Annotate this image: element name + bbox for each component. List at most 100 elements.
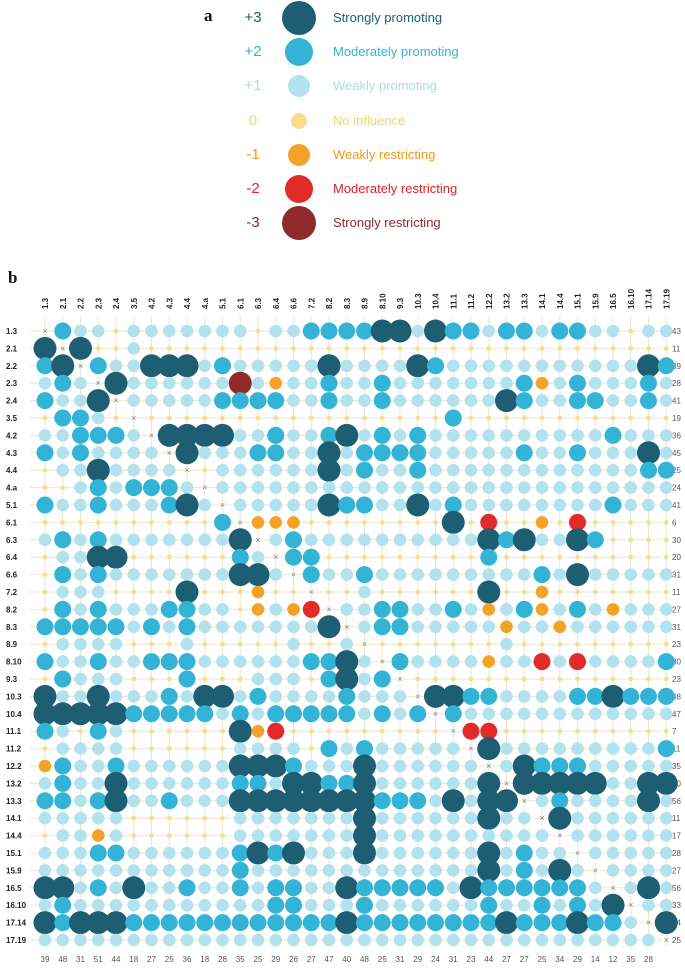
matrix-cell <box>500 359 513 373</box>
matrix-cell <box>125 914 143 932</box>
matrix-cell <box>113 520 119 525</box>
matrix-cell <box>500 690 513 703</box>
matrix-cell <box>104 789 128 813</box>
matrix-cell <box>251 933 265 947</box>
matrix-cell <box>397 728 403 734</box>
matrix-cell <box>391 600 409 618</box>
matrix-cell <box>604 914 622 932</box>
matrix-cell <box>606 376 620 390</box>
matrix-cell <box>500 933 513 947</box>
matrix-cell <box>373 426 391 444</box>
matrix-cell <box>588 742 602 755</box>
matrix-cell <box>642 829 655 842</box>
matrix-cell <box>56 933 70 947</box>
matrix-cell <box>553 446 567 460</box>
matrix-cell <box>640 687 657 705</box>
matrix-cell <box>539 728 545 734</box>
matrix-cell <box>391 444 409 462</box>
row-total: 20 <box>672 553 681 562</box>
matrix-cell <box>450 641 456 647</box>
matrix-cell <box>143 653 160 671</box>
matrix-cell <box>482 359 496 373</box>
matrix-cell <box>500 620 513 634</box>
matrix-cell <box>69 702 92 726</box>
matrix-cell <box>553 533 567 547</box>
matrix-cell <box>498 322 515 340</box>
matrix-cell <box>285 757 302 775</box>
matrix-cell <box>127 794 141 808</box>
matrix-cell <box>145 881 158 895</box>
matrix-cell <box>533 914 551 932</box>
matrix-cell <box>659 603 673 616</box>
matrix-cell <box>375 898 389 912</box>
matrix-cell <box>663 676 669 682</box>
matrix-cell <box>588 829 602 842</box>
matrix-cell <box>553 376 567 390</box>
matrix-cell <box>504 520 509 525</box>
row-label: 7.2 <box>6 588 18 597</box>
matrix-cell <box>42 485 48 490</box>
matrix-cell <box>375 811 389 825</box>
row-label: 6.1 <box>6 518 18 527</box>
matrix-cell <box>180 376 194 390</box>
matrix-cell <box>344 554 350 560</box>
matrix-cell <box>340 376 354 390</box>
matrix-cell <box>533 757 551 775</box>
matrix-cell <box>659 707 673 721</box>
matrix-cell <box>464 498 478 512</box>
matrix-cell <box>571 864 584 877</box>
matrix-cell <box>393 498 407 512</box>
matrix-cell <box>588 794 602 808</box>
matrix-cell <box>251 620 265 634</box>
matrix-cell <box>340 603 354 616</box>
matrix-cell <box>220 815 225 821</box>
matrix-cell <box>267 392 285 410</box>
matrix-cell <box>657 653 675 671</box>
matrix-cell <box>659 498 673 512</box>
matrix-cell <box>269 498 283 512</box>
diagonal-mark: × <box>60 343 65 353</box>
row-label: 3.5 <box>6 414 18 423</box>
matrix-cell <box>393 777 407 790</box>
matrix-cell <box>571 359 584 373</box>
matrix-cell <box>515 392 533 410</box>
matrix-cell <box>267 444 285 462</box>
legend-dot <box>285 38 313 66</box>
matrix-cell <box>606 777 620 790</box>
matrix-cell <box>659 829 673 842</box>
matrix-cell <box>74 846 87 860</box>
matrix-cell <box>588 846 602 860</box>
matrix-cell <box>406 493 430 517</box>
matrix-cell <box>500 742 513 755</box>
matrix-cell <box>338 774 356 792</box>
matrix-cell <box>628 641 634 647</box>
matrix-cell <box>642 864 655 877</box>
matrix-cell <box>202 415 208 421</box>
matrix-cell <box>375 829 389 842</box>
matrix-cell <box>429 568 442 581</box>
diagonal-mark: × <box>131 413 136 423</box>
matrix-cell <box>358 864 371 877</box>
column-total: 35 <box>626 955 635 964</box>
matrix-cell <box>287 324 300 338</box>
row-total: 11 <box>672 344 681 353</box>
matrix-cell <box>588 324 602 338</box>
diagonal-mark: × <box>184 465 189 475</box>
matrix-cell <box>557 641 563 647</box>
matrix-cell <box>214 392 231 410</box>
matrix-cell <box>446 881 460 895</box>
matrix-cell <box>304 690 318 703</box>
matrix-cell <box>393 359 407 373</box>
matrix-cell <box>269 655 283 668</box>
matrix-cell <box>517 498 531 512</box>
matrix-cell <box>216 794 229 808</box>
matrix-cell <box>358 707 371 721</box>
row-total: 7 <box>672 727 677 736</box>
column-total: 27 <box>307 955 316 964</box>
matrix-cell <box>624 359 638 373</box>
row-label: 5.1 <box>6 501 18 510</box>
matrix-cell <box>216 759 229 773</box>
matrix-cell <box>477 858 501 882</box>
matrix-cell <box>304 359 318 373</box>
matrix-cell <box>353 824 376 848</box>
